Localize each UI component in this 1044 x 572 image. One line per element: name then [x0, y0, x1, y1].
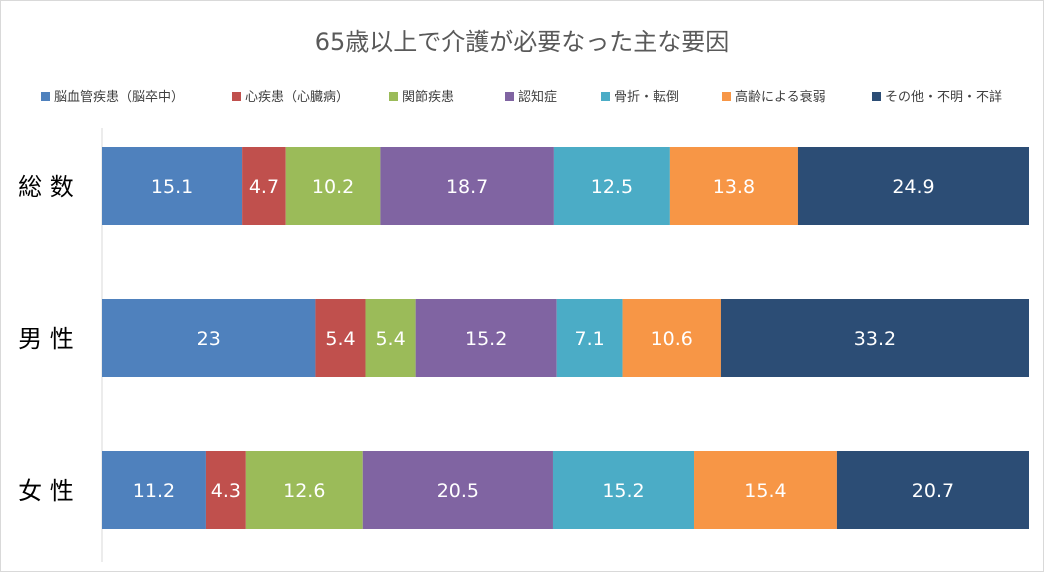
legend-swatch [41, 92, 50, 101]
data-label: 5.4 [375, 328, 405, 350]
data-label: 10.2 [312, 176, 354, 198]
bar-segment [720, 299, 1029, 377]
bar-segment [669, 147, 798, 225]
data-label: 20.7 [912, 480, 954, 502]
category-label: 総 数 [18, 173, 74, 201]
data-label: 23 [197, 328, 221, 350]
data-label: 15.2 [465, 328, 507, 350]
data-label: 20.5 [437, 480, 479, 502]
legend-label: 関節疾患 [402, 90, 454, 105]
bar-segment [102, 299, 316, 377]
data-label: 5.4 [325, 328, 355, 350]
bar-segment [315, 299, 366, 377]
bar-segment [415, 299, 557, 377]
legend-label: その他・不明・不詳 [885, 89, 1002, 105]
category-label: 男 性 [18, 325, 74, 353]
data-label: 10.6 [651, 328, 693, 350]
data-label: 15.4 [744, 480, 786, 502]
data-label: 13.8 [713, 176, 755, 198]
bar-segment [102, 147, 243, 225]
bar-segment [205, 451, 246, 529]
data-label: 12.6 [283, 480, 325, 502]
legend-swatch [722, 92, 731, 101]
bar-segment [552, 451, 695, 529]
legend-label: 認知症 [518, 89, 557, 105]
bar-segment [556, 299, 623, 377]
legend-swatch [232, 92, 241, 101]
bar-segment [242, 147, 286, 225]
data-label: 33.2 [854, 328, 896, 350]
bar-segment [285, 147, 381, 225]
data-label: 18.7 [446, 176, 488, 198]
data-label: 4.3 [211, 480, 241, 502]
legend-label: 高齢による衰弱 [735, 89, 826, 105]
chart-title: 65歳以上で介護が必要なった主な要因 [314, 28, 730, 56]
bar-segment [362, 451, 553, 529]
bar-segment [553, 147, 670, 225]
legend-label: 脳血管疾患（脳卒中） [54, 90, 184, 105]
data-label: 7.1 [575, 328, 605, 350]
legend-swatch [601, 92, 610, 101]
category-label: 女 性 [18, 477, 74, 505]
bar-segment [365, 299, 416, 377]
bar-segment [836, 451, 1029, 529]
bar-segment [694, 451, 837, 529]
bar-segment [102, 451, 206, 529]
data-label: 12.5 [591, 176, 633, 198]
legend-swatch [505, 92, 514, 101]
data-label: 15.1 [151, 176, 193, 198]
legend-label: 心疾患（心臓病） [245, 90, 349, 105]
data-label: 24.9 [892, 176, 934, 198]
bar-segment [245, 451, 363, 529]
bar-segment [797, 147, 1029, 225]
legend-swatch [389, 92, 398, 101]
legend-swatch [872, 92, 881, 101]
bar-segment [622, 299, 721, 377]
bar-segment [380, 147, 554, 225]
data-label: 15.2 [602, 480, 644, 502]
data-label: 11.2 [133, 480, 175, 502]
legend-label: 骨折・転倒 [614, 90, 679, 105]
data-label: 4.7 [249, 176, 279, 198]
